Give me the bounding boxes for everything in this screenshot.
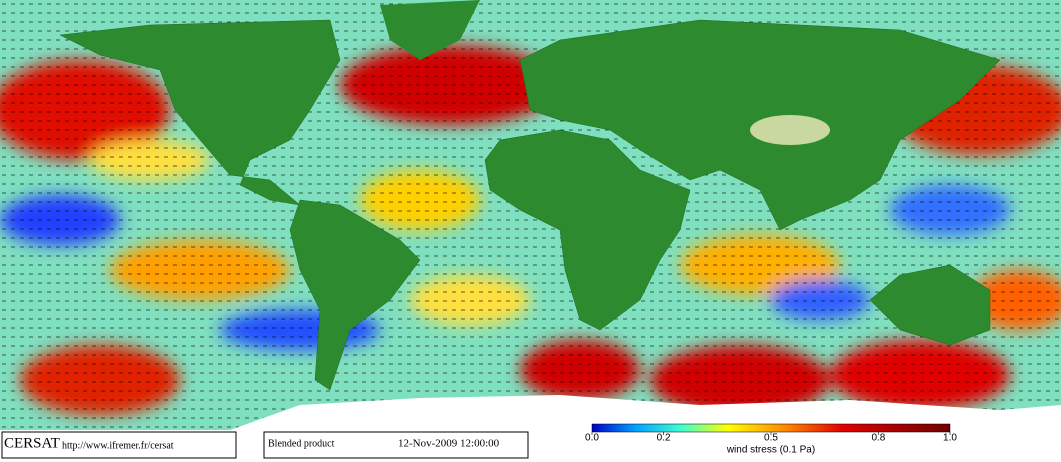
date: 12-Nov-2009 12:00:00 [398, 438, 500, 450]
colorbar-label: wind stress (0.1 Pa) [726, 445, 815, 456]
africa [484, 129, 691, 331]
logo: CERSAT [4, 435, 60, 451]
url: http://www.ifremer.fr/cersat [62, 440, 174, 451]
colorbar-tick-label: 0.8 [871, 433, 885, 444]
colorbar-ramp [591, 423, 951, 433]
colorbar-tick-label: 0.5 [764, 433, 778, 444]
info-box [263, 431, 529, 459]
australia [869, 264, 991, 346]
product: Blended product [268, 438, 335, 449]
colorbar: wind stress (0.1 Pa) 0.0 0.2 0.5 0.8 1.0 [585, 423, 957, 456]
colorbar-tick-label: 0.2 [657, 433, 671, 444]
antarctica [230, 395, 1061, 430]
south-america [289, 199, 421, 391]
land [59, 19, 1001, 391]
colorbar-tick-label: 1.0 [943, 433, 957, 444]
greenland [380, 0, 480, 60]
colorbar-tick-label: 0.0 [585, 433, 599, 444]
tibet [750, 115, 830, 145]
north-america [59, 19, 341, 206]
logo-box [1, 431, 237, 459]
